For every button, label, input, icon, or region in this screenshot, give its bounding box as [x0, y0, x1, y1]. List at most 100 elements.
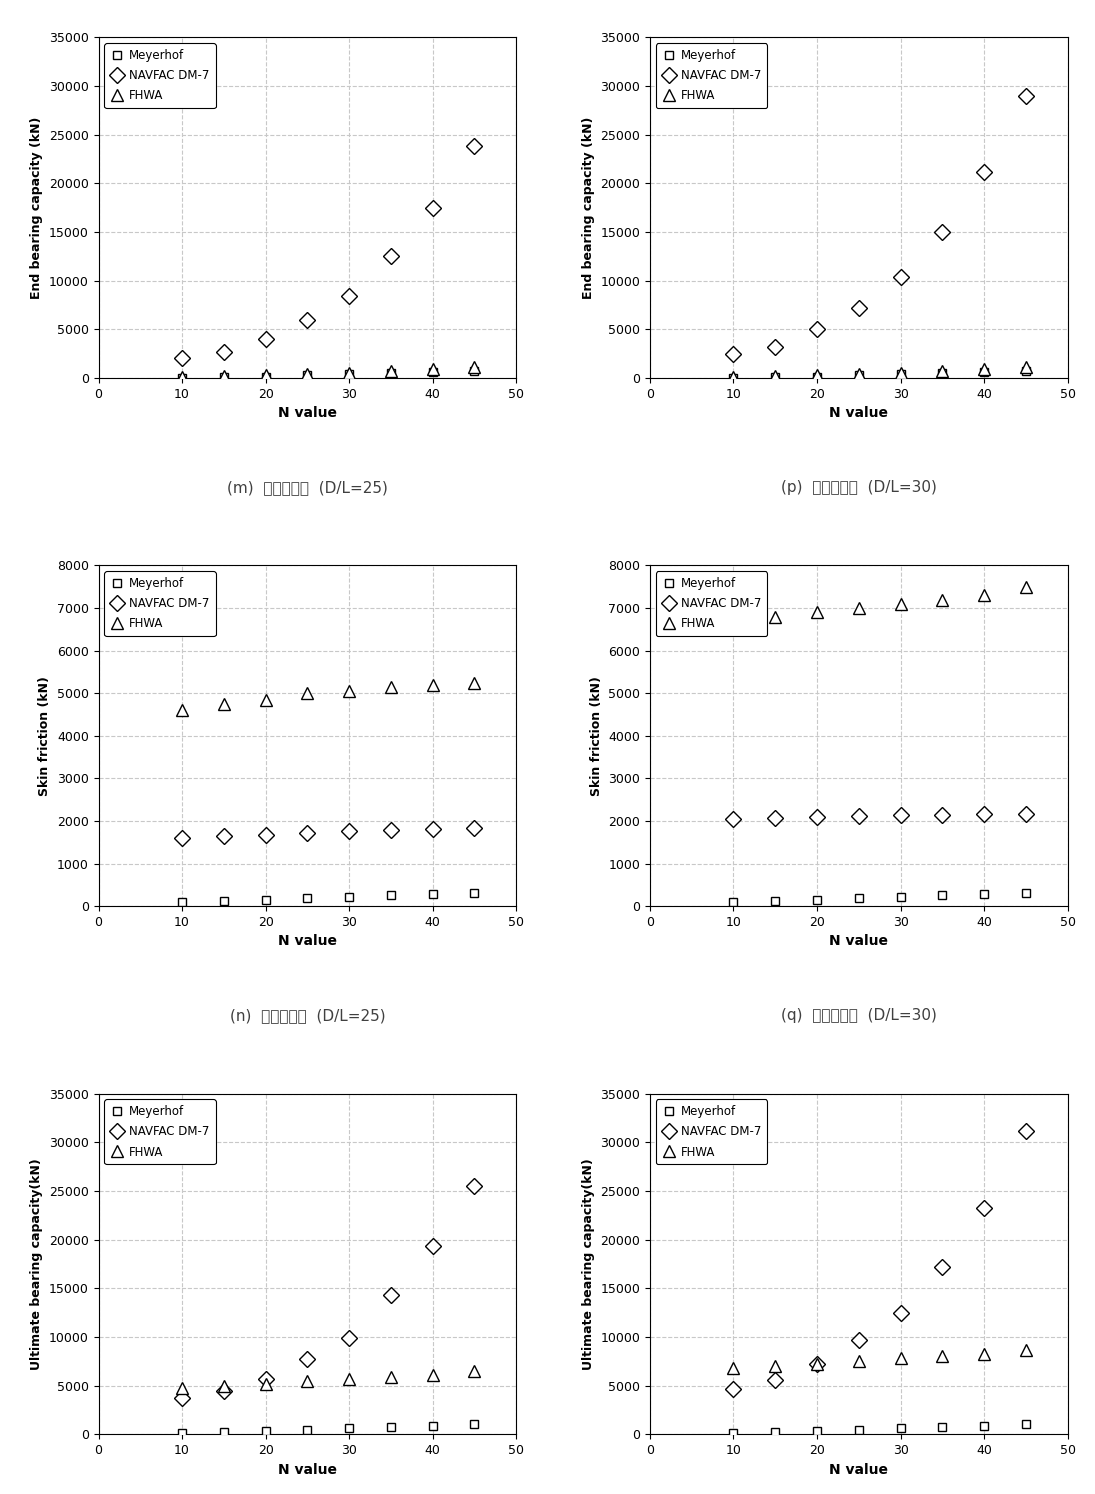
Y-axis label: Ultimate bearing capacity(kN): Ultimate bearing capacity(kN): [31, 1158, 44, 1370]
NAVFAC DM-7: [468, 819, 481, 837]
Meyerhof: [1019, 362, 1033, 379]
Meyerhof: [260, 368, 273, 385]
NAVFAC DM-7: [769, 808, 782, 826]
Line: NAVFAC DM-7: NAVFAC DM-7: [728, 90, 1031, 359]
NAVFAC DM-7: [175, 348, 188, 366]
Line: NAVFAC DM-7: NAVFAC DM-7: [176, 1180, 480, 1404]
Line: NAVFAC DM-7: NAVFAC DM-7: [728, 1125, 1031, 1394]
FHWA: [769, 608, 782, 626]
X-axis label: N value: N value: [278, 406, 337, 420]
Legend: Meyerhof, NAVFAC DM-7, FHWA: Meyerhof, NAVFAC DM-7, FHWA: [656, 571, 766, 636]
FHWA: [1019, 359, 1033, 376]
FHWA: [852, 599, 865, 617]
Meyerhof: [727, 1424, 740, 1442]
NAVFAC DM-7: [852, 807, 865, 825]
NAVFAC DM-7: [343, 287, 356, 305]
Meyerhof: [384, 365, 397, 382]
X-axis label: N value: N value: [829, 934, 888, 949]
Line: Meyerhof: Meyerhof: [729, 368, 1030, 382]
Line: Meyerhof: Meyerhof: [177, 1421, 479, 1437]
FHWA: [468, 1363, 481, 1380]
Meyerhof: [217, 892, 230, 910]
Meyerhof: [217, 1424, 230, 1442]
Legend: Meyerhof, NAVFAC DM-7, FHWA: Meyerhof, NAVFAC DM-7, FHWA: [656, 1100, 766, 1164]
NAVFAC DM-7: [936, 805, 949, 823]
NAVFAC DM-7: [260, 1370, 273, 1388]
NAVFAC DM-7: [1019, 805, 1033, 823]
NAVFAC DM-7: [978, 1200, 991, 1218]
NAVFAC DM-7: [384, 1286, 397, 1304]
NAVFAC DM-7: [217, 1382, 230, 1400]
Meyerhof: [175, 369, 188, 387]
FHWA: [852, 1352, 865, 1370]
Meyerhof: [1019, 883, 1033, 901]
NAVFAC DM-7: [343, 1328, 356, 1346]
NAVFAC DM-7: [769, 1371, 782, 1389]
FHWA: [852, 365, 865, 382]
NAVFAC DM-7: [727, 345, 740, 363]
NAVFAC DM-7: [260, 826, 273, 844]
Text: (q)  주면마찰력  (D/L=30): (q) 주면마찰력 (D/L=30): [781, 1008, 936, 1023]
FHWA: [727, 368, 740, 385]
Meyerhof: [852, 1421, 865, 1439]
NAVFAC DM-7: [301, 823, 314, 841]
Meyerhof: [384, 886, 397, 904]
Legend: Meyerhof, NAVFAC DM-7, FHWA: Meyerhof, NAVFAC DM-7, FHWA: [104, 1100, 216, 1164]
FHWA: [978, 1346, 991, 1364]
Line: FHWA: FHWA: [176, 1366, 480, 1394]
NAVFAC DM-7: [810, 320, 823, 338]
Meyerhof: [936, 365, 949, 382]
Meyerhof: [894, 887, 907, 905]
Line: Meyerhof: Meyerhof: [729, 1421, 1030, 1437]
Meyerhof: [426, 1416, 439, 1434]
NAVFAC DM-7: [426, 820, 439, 838]
FHWA: [175, 701, 188, 719]
NAVFAC DM-7: [343, 822, 356, 840]
Legend: Meyerhof, NAVFAC DM-7, FHWA: Meyerhof, NAVFAC DM-7, FHWA: [104, 571, 216, 636]
FHWA: [343, 1370, 356, 1388]
FHWA: [301, 684, 314, 702]
NAVFAC DM-7: [727, 1380, 740, 1398]
NAVFAC DM-7: [301, 311, 314, 329]
Y-axis label: End bearing capacity (kN): End bearing capacity (kN): [581, 117, 595, 299]
NAVFAC DM-7: [852, 299, 865, 317]
FHWA: [894, 363, 907, 381]
NAVFAC DM-7: [175, 1389, 188, 1407]
Meyerhof: [260, 1422, 273, 1440]
NAVFAC DM-7: [1019, 87, 1033, 105]
Meyerhof: [727, 369, 740, 387]
Meyerhof: [810, 890, 823, 908]
NAVFAC DM-7: [384, 820, 397, 838]
NAVFAC DM-7: [769, 338, 782, 356]
Meyerhof: [894, 1419, 907, 1437]
Meyerhof: [810, 1422, 823, 1440]
FHWA: [426, 360, 439, 378]
FHWA: [727, 616, 740, 633]
NAVFAC DM-7: [468, 137, 481, 155]
Meyerhof: [175, 893, 188, 911]
Y-axis label: Ultimate bearing capacity(kN): Ultimate bearing capacity(kN): [581, 1158, 595, 1370]
NAVFAC DM-7: [810, 808, 823, 826]
FHWA: [810, 1355, 823, 1373]
Line: FHWA: FHWA: [728, 362, 1031, 382]
FHWA: [426, 675, 439, 693]
NAVFAC DM-7: [894, 807, 907, 825]
FHWA: [1019, 1340, 1033, 1358]
NAVFAC DM-7: [175, 829, 188, 847]
Meyerhof: [727, 893, 740, 911]
Line: Meyerhof: Meyerhof: [177, 368, 479, 382]
NAVFAC DM-7: [426, 199, 439, 217]
Meyerhof: [769, 369, 782, 387]
Meyerhof: [769, 892, 782, 910]
FHWA: [978, 360, 991, 378]
X-axis label: N value: N value: [829, 1463, 888, 1476]
FHWA: [217, 1377, 230, 1395]
X-axis label: N value: N value: [278, 934, 337, 949]
Meyerhof: [1019, 1415, 1033, 1433]
Meyerhof: [936, 1418, 949, 1436]
FHWA: [468, 359, 481, 376]
FHWA: [894, 1349, 907, 1367]
FHWA: [936, 1348, 949, 1366]
Line: FHWA: FHWA: [176, 362, 480, 382]
NAVFAC DM-7: [978, 805, 991, 823]
